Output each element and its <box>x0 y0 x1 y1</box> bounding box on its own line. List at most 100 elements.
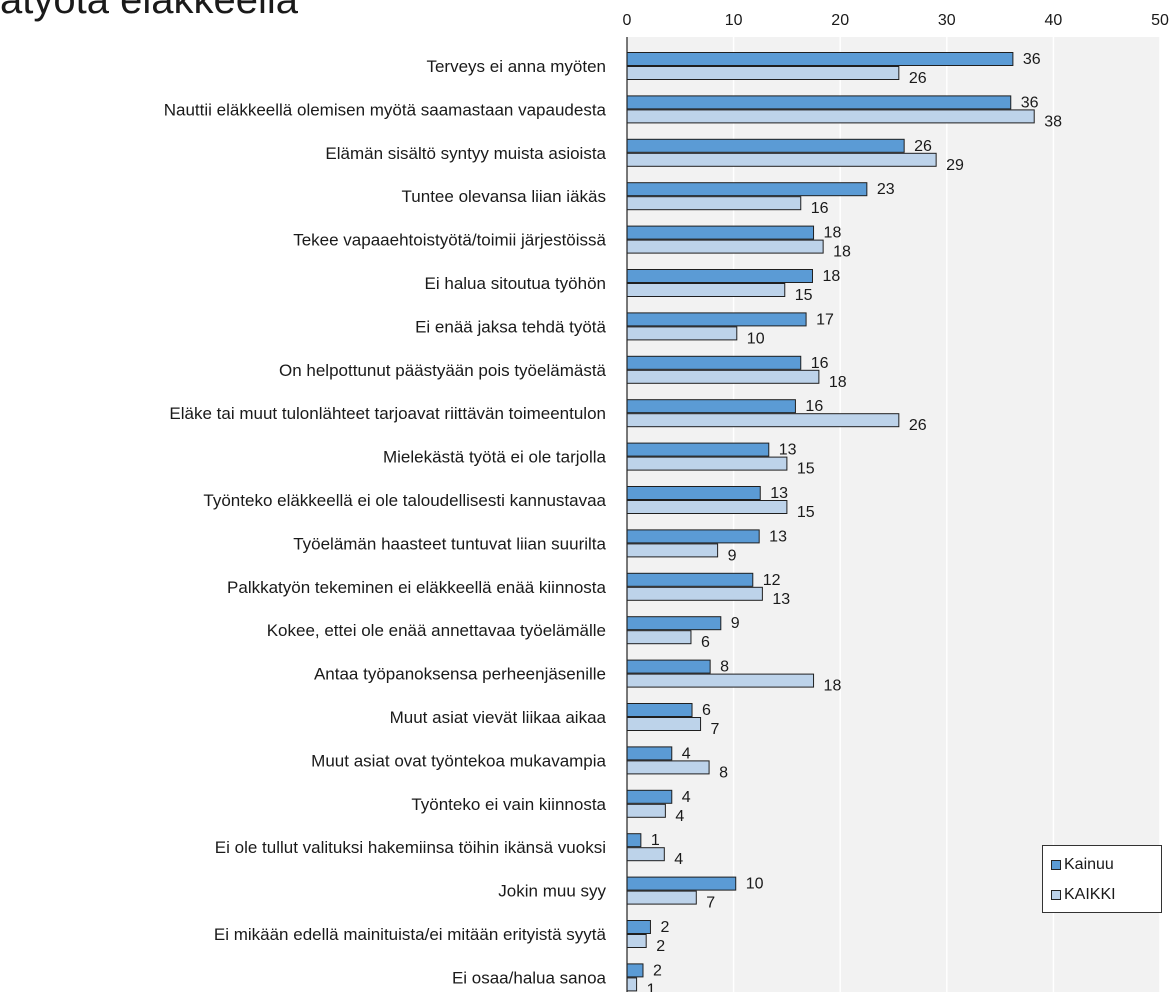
category-label: Muut asiat ovat työntekoa mukavampia <box>311 751 606 770</box>
category-label: Tekee vapaaehtoistyötä/toimii järjestöis… <box>293 231 606 250</box>
bar-kainuu <box>626 399 796 414</box>
value-label: 18 <box>829 374 847 391</box>
bar-kainuu <box>626 833 642 848</box>
bar-kaikki <box>626 500 788 514</box>
value-label: 23 <box>877 181 895 198</box>
bar-kainuu <box>626 789 673 804</box>
legend-item-kainuu: Kainuu <box>1051 856 1114 874</box>
bar-kainuu <box>626 920 651 934</box>
bar-kaikki <box>626 977 638 992</box>
value-label: 12 <box>763 572 781 589</box>
bar-kainuu <box>626 703 693 717</box>
bar-kainuu <box>626 225 815 240</box>
value-label: 15 <box>795 287 813 304</box>
value-labels: 3626363826292316181818151710161816261315… <box>647 51 1063 992</box>
category-labels: Terveys ei anna myöten Nauttii eläkkeellä… <box>164 57 607 987</box>
value-label: 2 <box>653 962 662 979</box>
bar-kaikki <box>626 890 697 905</box>
value-label: 7 <box>711 721 720 738</box>
value-label: 13 <box>770 485 788 502</box>
category-label: Ei halua sitoutua työhön <box>425 274 606 293</box>
category-label: Työelämän haasteet tuntuvat liian suuril… <box>293 534 606 553</box>
x-tick-label: 40 <box>1045 12 1063 29</box>
value-label: 29 <box>946 157 964 174</box>
value-label: 18 <box>824 225 842 242</box>
bar-kainuu <box>626 355 802 370</box>
legend-item-kaikki: KAIKKI <box>1051 886 1116 904</box>
legend-label-kaikki: KAIKKI <box>1064 886 1116 903</box>
bar-kaikki <box>626 803 666 818</box>
value-label: 17 <box>816 311 834 328</box>
value-label: 10 <box>746 876 764 893</box>
value-label: 2 <box>656 938 665 955</box>
value-label: 9 <box>731 615 740 632</box>
value-label: 15 <box>797 461 815 478</box>
value-label: 18 <box>824 678 842 695</box>
category-label: Antaa työpanoksensa perheenjäsenille <box>314 665 606 684</box>
value-label: 13 <box>779 442 797 459</box>
value-label: 4 <box>674 851 683 868</box>
value-label: 4 <box>682 789 691 806</box>
x-tick-label: 50 <box>1151 12 1169 29</box>
x-tick-label: 0 <box>623 12 632 29</box>
value-label: 10 <box>747 330 765 347</box>
legend: Kainuu KAIKKI <box>1042 845 1162 913</box>
bar-kaikki <box>626 152 937 167</box>
category-label: Eläke tai muut tulonlähteet tarjoavat ri… <box>169 404 606 423</box>
value-label: 8 <box>719 764 728 781</box>
bar-kaikki <box>626 586 763 601</box>
bar-kainuu <box>626 95 1012 110</box>
bars <box>626 52 1035 992</box>
value-label: 15 <box>797 504 815 521</box>
bar-kaikki <box>626 66 900 80</box>
value-label: 18 <box>833 244 851 261</box>
value-label: 26 <box>914 138 932 155</box>
bar-kainuu <box>626 52 1014 66</box>
bar-kainuu <box>626 746 673 761</box>
category-label: Elämän sisältö syntyy muista asioista <box>325 144 606 163</box>
bar-kainuu <box>626 312 807 327</box>
category-label: Terveys ei anna myöten <box>426 57 606 76</box>
bar-kaikki <box>626 369 820 384</box>
category-label: Ei ole tullut valituksi hakemiinsa töihi… <box>215 838 606 857</box>
bar-kaikki <box>626 934 647 948</box>
bar-kainuu <box>626 529 760 544</box>
value-label: 9 <box>728 547 737 564</box>
bar-kaikki <box>626 109 1035 124</box>
bar-kainuu <box>626 486 761 500</box>
category-label: Mielekästä työtä ei ole tarjolla <box>383 448 607 467</box>
value-label: 13 <box>772 591 790 608</box>
category-label: Nauttii eläkkeellä olemisen myötä saamas… <box>164 100 607 119</box>
category-label: Tuntee olevansa liian iäkäs <box>402 187 606 206</box>
x-axis-ticks: 0 10 20 30 40 50 <box>623 12 1169 29</box>
x-tick-label: 30 <box>938 12 956 29</box>
value-label: 36 <box>1021 94 1039 111</box>
value-label: 2 <box>660 919 669 936</box>
value-label: 6 <box>701 634 710 651</box>
value-label: 38 <box>1044 113 1062 130</box>
legend-swatch-kaikki <box>1051 890 1061 900</box>
bar-kaikki <box>626 630 692 645</box>
value-label: 16 <box>805 398 823 415</box>
bar-kainuu <box>626 616 722 631</box>
bar-kaikki <box>626 760 710 775</box>
bar-kaikki <box>626 326 738 341</box>
bar-kainuu <box>626 659 711 674</box>
bar-kainuu <box>626 572 754 587</box>
category-label: Ei mikään edellä mainituista/ei mitään e… <box>214 925 607 944</box>
bar-kainuu <box>626 138 905 153</box>
bar-kaikki <box>626 847 665 862</box>
category-label: Työnteko ei vain kiinnosta <box>411 795 606 814</box>
value-label: 36 <box>1023 51 1041 68</box>
value-label: 1 <box>647 981 656 992</box>
bar-kaikki <box>626 239 824 254</box>
category-label: Ei enää jaksa tehdä työtä <box>415 317 606 336</box>
bar-kaikki <box>626 413 900 428</box>
bar-kaikki <box>626 673 815 688</box>
value-label: 1 <box>651 832 660 849</box>
bar-kainuu <box>626 442 770 457</box>
category-label: Jokin muu syy <box>498 882 606 901</box>
value-label: 26 <box>909 417 927 434</box>
x-tick-label: 10 <box>725 12 743 29</box>
bar-kaikki <box>626 196 802 211</box>
